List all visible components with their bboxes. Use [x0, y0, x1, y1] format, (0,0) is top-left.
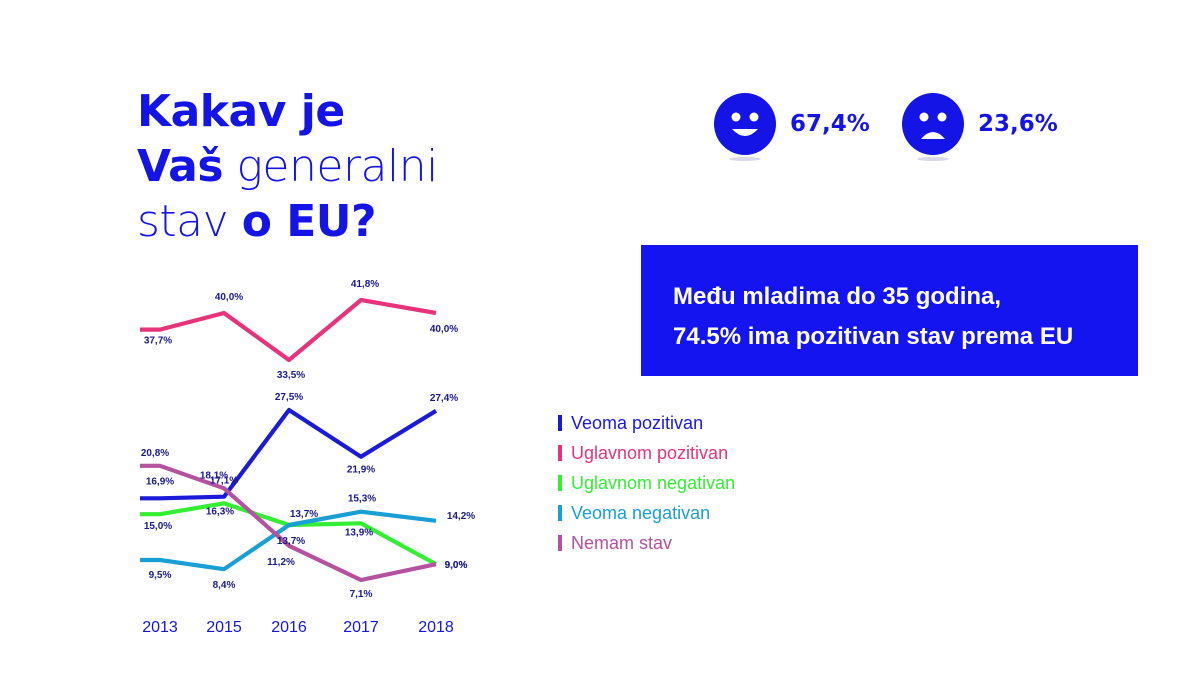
legend-item: Veoma negativan — [558, 498, 735, 528]
data-label: 14,2% — [447, 511, 475, 522]
callout-line-2: 74.5% ima pozitivan stav prema EU — [673, 323, 1074, 350]
data-label: 40,0% — [215, 292, 243, 303]
legend-label: Uglavnom pozitivan — [571, 442, 729, 463]
data-label: 21,9% — [347, 465, 375, 476]
series-line-3 — [140, 509, 437, 572]
negative-stat: 23,6% — [902, 93, 1058, 161]
legend-label: Uglavnom negativan — [571, 472, 736, 493]
legend-item: Nemam stav — [558, 528, 735, 558]
data-label: 13,7% — [290, 509, 318, 520]
data-label: 40,0% — [430, 324, 458, 335]
legend-swatch — [558, 475, 562, 491]
legend-label: Veoma negativan — [571, 502, 711, 523]
title-line-1: Kakav je — [137, 84, 438, 139]
data-label: 18,1% — [200, 470, 228, 481]
happy-face-icon — [714, 93, 776, 161]
series-line-0 — [140, 407, 438, 501]
legend-swatch — [558, 505, 562, 521]
series-line-2 — [140, 501, 438, 567]
positive-stat-value: 67,4% — [790, 111, 870, 137]
data-label: 8,4% — [213, 580, 236, 591]
data-label: 13,9% — [345, 527, 373, 538]
legend-swatch — [558, 445, 562, 461]
data-label: 9,0% — [445, 560, 468, 571]
title-light-2: generalni — [236, 141, 439, 192]
title-bold-1: Kakav je — [137, 86, 345, 137]
x-tick-label: 2015 — [206, 619, 242, 636]
data-label: 15,3% — [348, 494, 376, 505]
title-line-2: Vaš generalni — [137, 139, 438, 194]
series-line-1 — [140, 297, 437, 363]
data-label: 17,1% — [210, 476, 238, 487]
data-label: 16,9% — [146, 476, 174, 487]
x-tick-label: 2018 — [418, 619, 454, 636]
x-tick-label: 2013 — [142, 619, 178, 636]
title-bold-3: o EU? — [241, 196, 377, 247]
legend-label: Nemam stav — [571, 532, 673, 553]
x-tick-label: 2016 — [271, 619, 307, 636]
legend-item: Veoma pozitivan — [558, 408, 735, 438]
data-label: 9,0% — [445, 560, 468, 571]
legend-item: Uglavnom pozitivan — [558, 438, 735, 468]
data-label: 33,5% — [277, 370, 305, 381]
x-tick-label: 2017 — [343, 619, 379, 636]
title-bold-2: Vaš — [137, 141, 224, 192]
legend-swatch — [558, 415, 562, 431]
data-label: 7,1% — [350, 589, 373, 600]
data-label: 27,5% — [275, 392, 303, 403]
callout-box: Među mladima do 35 godina, 74.5% ima poz… — [641, 245, 1138, 376]
data-label: 13,7% — [277, 536, 305, 547]
legend-item: Uglavnom negativan — [558, 468, 735, 498]
callout-line-1: Među mladima do 35 godina, — [673, 283, 1002, 310]
title-light-3: stav — [137, 196, 229, 247]
data-label: 16,3% — [206, 506, 234, 517]
page-title: Kakav je Vaš generalni stav o EU? — [137, 84, 438, 249]
title-line-3: stav o EU? — [137, 194, 438, 249]
data-label: 20,8% — [141, 448, 169, 459]
data-label: 41,8% — [351, 279, 379, 290]
legend-swatch — [558, 535, 562, 551]
legend-label: Veoma pozitivan — [571, 412, 704, 433]
negative-stat-value: 23,6% — [978, 111, 1058, 137]
data-label: 9,5% — [149, 570, 172, 581]
data-label: 11,2% — [267, 557, 295, 568]
data-label: 27,4% — [430, 393, 458, 404]
line-chart: 16,9% 17,1% 27,5% 21,9% 27,4% 37,7% 40,0% 33,5%… — [140, 279, 475, 636]
data-label: 37,7% — [144, 336, 172, 347]
chart-legend: Veoma pozitivan Uglavnom pozitivan Uglavno… — [558, 408, 735, 558]
data-label: 15,0% — [144, 521, 172, 532]
series-line-4 — [140, 463, 437, 583]
sad-face-icon — [902, 93, 964, 161]
positive-stat: 67,4% — [714, 93, 870, 161]
